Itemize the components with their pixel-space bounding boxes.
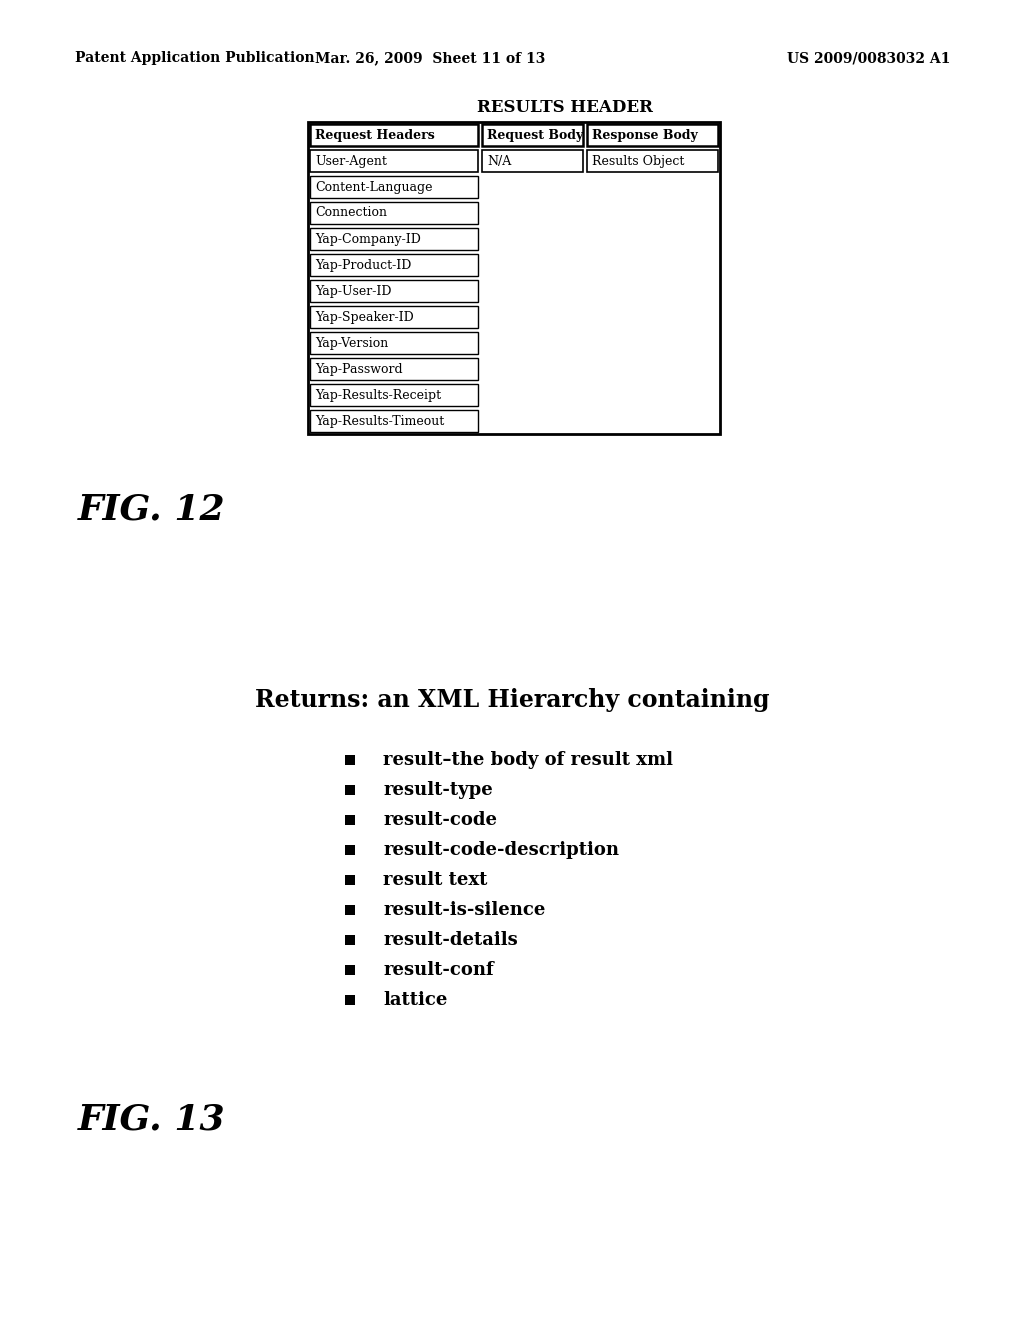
Bar <box>345 906 355 915</box>
Bar <box>345 935 355 945</box>
Text: result–the body of result xml: result–the body of result xml <box>383 751 673 770</box>
Text: result-type: result-type <box>383 781 493 799</box>
Text: result-is-silence: result-is-silence <box>383 902 546 919</box>
Text: Yap-Speaker-ID: Yap-Speaker-ID <box>315 310 414 323</box>
Text: Yap-Product-ID: Yap-Product-ID <box>315 259 412 272</box>
Bar <box>310 124 478 147</box>
Text: RESULTS HEADER: RESULTS HEADER <box>477 99 653 116</box>
Text: lattice: lattice <box>383 991 447 1008</box>
Bar <box>482 150 583 172</box>
Bar <box>308 121 720 434</box>
Text: Connection: Connection <box>315 206 387 219</box>
Bar <box>310 358 478 380</box>
Text: User-Agent: User-Agent <box>315 154 387 168</box>
Text: result-conf: result-conf <box>383 961 494 979</box>
Text: Patent Application Publication: Patent Application Publication <box>75 51 314 65</box>
Bar <box>345 995 355 1005</box>
Text: FIG. 12: FIG. 12 <box>78 492 225 527</box>
Bar <box>482 124 583 147</box>
Text: result text: result text <box>383 871 487 888</box>
Bar <box>310 333 478 354</box>
Text: FIG. 13: FIG. 13 <box>78 1104 225 1137</box>
Text: Yap-Results-Receipt: Yap-Results-Receipt <box>315 388 441 401</box>
Bar <box>345 965 355 975</box>
Text: result-code-description: result-code-description <box>383 841 618 859</box>
Bar <box>310 176 478 198</box>
Bar <box>345 875 355 884</box>
Bar <box>310 202 478 224</box>
Text: Yap-Results-Timeout: Yap-Results-Timeout <box>315 414 444 428</box>
Bar <box>345 845 355 855</box>
Text: result-details: result-details <box>383 931 518 949</box>
Bar <box>310 384 478 407</box>
Text: Results Object: Results Object <box>592 154 684 168</box>
Bar <box>345 785 355 795</box>
Text: Request Body: Request Body <box>487 128 584 141</box>
Text: US 2009/0083032 A1: US 2009/0083032 A1 <box>786 51 950 65</box>
Bar <box>587 150 718 172</box>
Text: Yap-User-ID: Yap-User-ID <box>315 285 391 297</box>
Bar <box>310 150 478 172</box>
Bar <box>345 814 355 825</box>
Text: Yap-Version: Yap-Version <box>315 337 388 350</box>
Bar <box>310 280 478 302</box>
Bar <box>310 253 478 276</box>
Text: Response Body: Response Body <box>592 128 697 141</box>
Text: Content-Language: Content-Language <box>315 181 432 194</box>
Bar <box>587 124 718 147</box>
Bar <box>310 228 478 249</box>
Text: Yap-Password: Yap-Password <box>315 363 402 375</box>
Bar <box>310 411 478 432</box>
Text: Mar. 26, 2009  Sheet 11 of 13: Mar. 26, 2009 Sheet 11 of 13 <box>314 51 545 65</box>
Text: Request Headers: Request Headers <box>315 128 435 141</box>
Text: N/A: N/A <box>487 154 511 168</box>
Bar <box>345 755 355 766</box>
Text: Returns: an XML Hierarchy containing: Returns: an XML Hierarchy containing <box>255 688 769 711</box>
Text: Yap-Company-ID: Yap-Company-ID <box>315 232 421 246</box>
Text: result-code: result-code <box>383 810 497 829</box>
Bar <box>310 306 478 327</box>
